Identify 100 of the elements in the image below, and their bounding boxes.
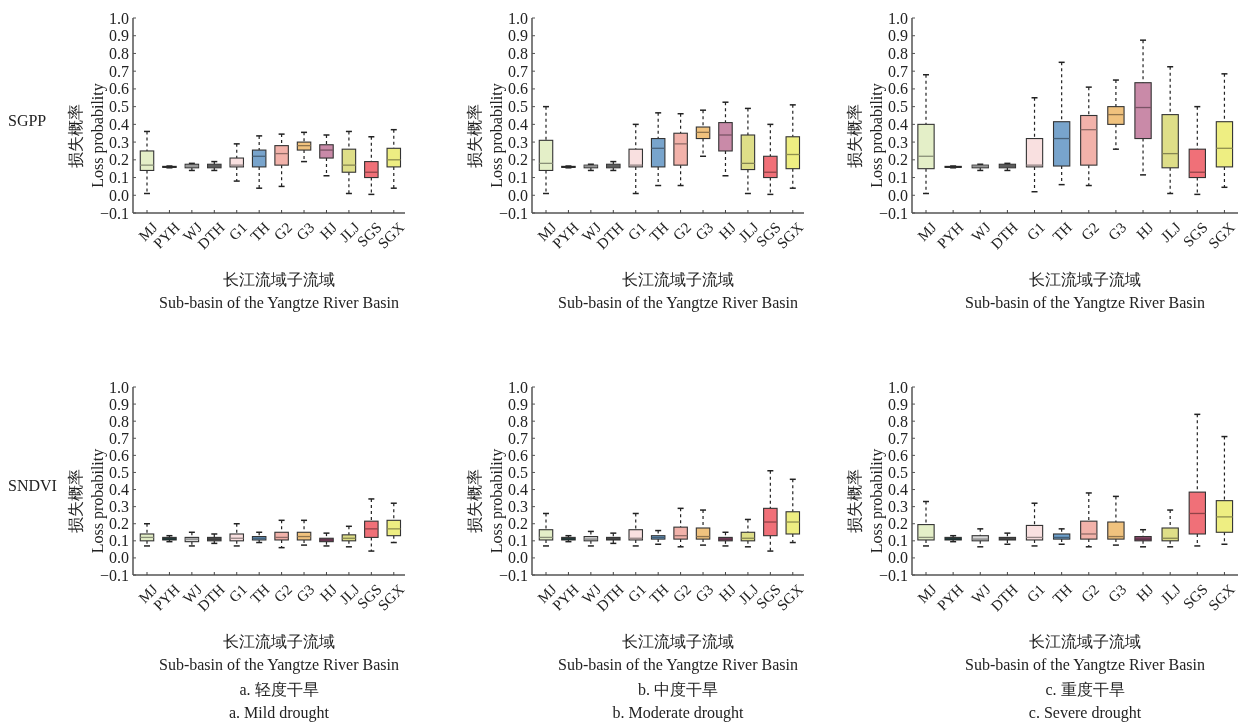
y-axis-title: 损失概率 Loss probability bbox=[67, 448, 107, 554]
x-tick-label: G3 bbox=[293, 581, 318, 606]
y-tick-label: 0.3 bbox=[888, 133, 908, 151]
y-tick-label: 0.1 bbox=[888, 532, 908, 550]
y-tick-label: 0.5 bbox=[888, 463, 908, 481]
y-tick-label: 1.0 bbox=[109, 378, 129, 396]
text: b. 中度干旱 bbox=[638, 681, 718, 698]
y-tick-label: −0.1 bbox=[498, 204, 528, 222]
x-tick-label: TH bbox=[1049, 581, 1076, 607]
y-tick-label: 1.0 bbox=[508, 9, 528, 27]
y-tick-label: 0.0 bbox=[508, 549, 528, 567]
x-tick-label: G2 bbox=[270, 219, 296, 244]
y-tick-label: −0.1 bbox=[99, 204, 129, 222]
y-tick-label: 0.6 bbox=[888, 80, 908, 98]
x-tick-label: G3 bbox=[1105, 581, 1130, 606]
x-tick-label: G3 bbox=[692, 581, 717, 606]
y-tick-label: 0.7 bbox=[508, 429, 528, 447]
y-tick-label: 0.5 bbox=[508, 463, 528, 481]
y-axis-title: 损失概率 Loss probability bbox=[466, 83, 506, 188]
y-tick-label: 0.8 bbox=[508, 44, 528, 62]
y-tick-label: 0.0 bbox=[109, 186, 129, 204]
y-tick-label: −0.1 bbox=[498, 566, 528, 584]
y-tick-label: 0.6 bbox=[109, 80, 129, 98]
x-axis-title: 长江流域子流域 Sub-basin of the Yangtze River Basin bbox=[159, 271, 399, 312]
y-tick-label: −0.1 bbox=[878, 204, 908, 222]
text: b. Moderate drought bbox=[612, 704, 745, 722]
y-tick-label: 0.3 bbox=[109, 133, 129, 151]
y-tick-label: 0.4 bbox=[508, 115, 528, 133]
y-tick-label: 0.0 bbox=[888, 186, 908, 204]
text: SGPP bbox=[8, 111, 47, 129]
y-tick-label: 0.3 bbox=[109, 498, 129, 516]
y-tick-label: −0.1 bbox=[99, 566, 129, 584]
y-tick-label: 0.9 bbox=[109, 395, 129, 413]
y-tick-label: 0.7 bbox=[888, 429, 908, 447]
y-tick-label: 1.0 bbox=[508, 378, 528, 396]
y-tick-label: 0.6 bbox=[109, 446, 129, 464]
y-tick-label: 0.0 bbox=[109, 549, 129, 567]
x-tick-label: HJ bbox=[316, 581, 341, 605]
y-tick-label: 0.4 bbox=[109, 481, 129, 499]
y-tick-label: 0.9 bbox=[888, 395, 908, 413]
x-tick-label: HJ bbox=[715, 219, 740, 243]
y-tick-label: 0.5 bbox=[508, 98, 528, 116]
y-tick-label: 0.8 bbox=[109, 412, 129, 430]
y-tick-label: 0.8 bbox=[888, 44, 908, 62]
x-tick-label: HJ bbox=[1133, 219, 1157, 243]
y-tick-label: 0.5 bbox=[109, 98, 129, 116]
text: c. Severe drought bbox=[1028, 704, 1142, 722]
y-tick-label: 1.0 bbox=[888, 9, 908, 27]
x-axis-title: 长江流域子流域 Sub-basin of the Yangtze River Basin bbox=[965, 271, 1205, 312]
x-tick-label: G3 bbox=[293, 219, 318, 244]
y-tick-label: 0.2 bbox=[888, 515, 908, 533]
text: SNDVI bbox=[8, 477, 57, 494]
x-tick-label: TH bbox=[1049, 219, 1076, 245]
x-tick-label: JLJ bbox=[1157, 581, 1184, 608]
y-tick-label: 0.2 bbox=[508, 151, 528, 169]
x-tick-label: G2 bbox=[669, 219, 695, 244]
y-tick-label: 0.8 bbox=[109, 44, 129, 62]
y-tick-label: 0.6 bbox=[888, 446, 908, 464]
text: c. 重度干旱 bbox=[1045, 681, 1125, 698]
y-tick-label: 0.9 bbox=[888, 27, 908, 45]
y-tick-label: 0.1 bbox=[508, 169, 528, 187]
y-tick-label: 0.0 bbox=[508, 186, 528, 204]
y-tick-label: 0.2 bbox=[109, 515, 129, 533]
x-tick-label: G3 bbox=[1105, 219, 1130, 244]
x-tick-label: G2 bbox=[270, 581, 296, 606]
y-tick-label: 0.7 bbox=[888, 62, 908, 80]
x-tick-label: G1 bbox=[1023, 219, 1048, 244]
y-tick-label: 0.2 bbox=[508, 515, 528, 533]
y-tick-label: 1.0 bbox=[888, 378, 908, 396]
x-tick-label: HJ bbox=[316, 219, 341, 243]
y-tick-label: 0.0 bbox=[888, 549, 908, 567]
y-tick-label: 0.6 bbox=[508, 80, 528, 98]
y-tick-label: 0.4 bbox=[508, 481, 528, 499]
y-axis-title: 损失概率 Loss probability bbox=[67, 83, 107, 188]
y-tick-label: 0.9 bbox=[109, 27, 129, 45]
y-tick-label: 0.2 bbox=[109, 151, 129, 169]
y-axis-title: 损失概率 Loss probability bbox=[846, 83, 886, 188]
y-axis-title: 损失概率 Loss probability bbox=[846, 448, 886, 554]
y-tick-label: 0.4 bbox=[888, 115, 908, 133]
text: a. Mild drought bbox=[229, 704, 330, 722]
y-tick-label: 0.9 bbox=[508, 27, 528, 45]
y-tick-label: 0.3 bbox=[508, 498, 528, 516]
y-tick-label: 0.1 bbox=[109, 169, 129, 187]
y-tick-label: 0.5 bbox=[888, 98, 908, 116]
x-tick-label: G2 bbox=[1077, 581, 1103, 606]
x-tick-label: G2 bbox=[1077, 219, 1103, 244]
x-tick-label: G2 bbox=[669, 581, 695, 606]
y-tick-label: 0.1 bbox=[508, 532, 528, 550]
x-tick-label: JLJ bbox=[1157, 219, 1184, 246]
y-tick-label: 0.8 bbox=[508, 412, 528, 430]
y-tick-label: 1.0 bbox=[109, 9, 129, 27]
y-tick-label: 0.3 bbox=[508, 133, 528, 151]
y-tick-label: 0.7 bbox=[109, 429, 129, 447]
y-tick-label: 0.7 bbox=[109, 62, 129, 80]
x-tick-label: HJ bbox=[715, 581, 740, 605]
x-tick-label: HJ bbox=[1133, 581, 1157, 605]
x-axis-title: 长江流域子流域 Sub-basin of the Yangtze River Basin bbox=[558, 271, 798, 312]
y-tick-label: 0.4 bbox=[109, 115, 129, 133]
y-tick-label: 0.1 bbox=[888, 169, 908, 187]
y-tick-label: 0.7 bbox=[508, 62, 528, 80]
